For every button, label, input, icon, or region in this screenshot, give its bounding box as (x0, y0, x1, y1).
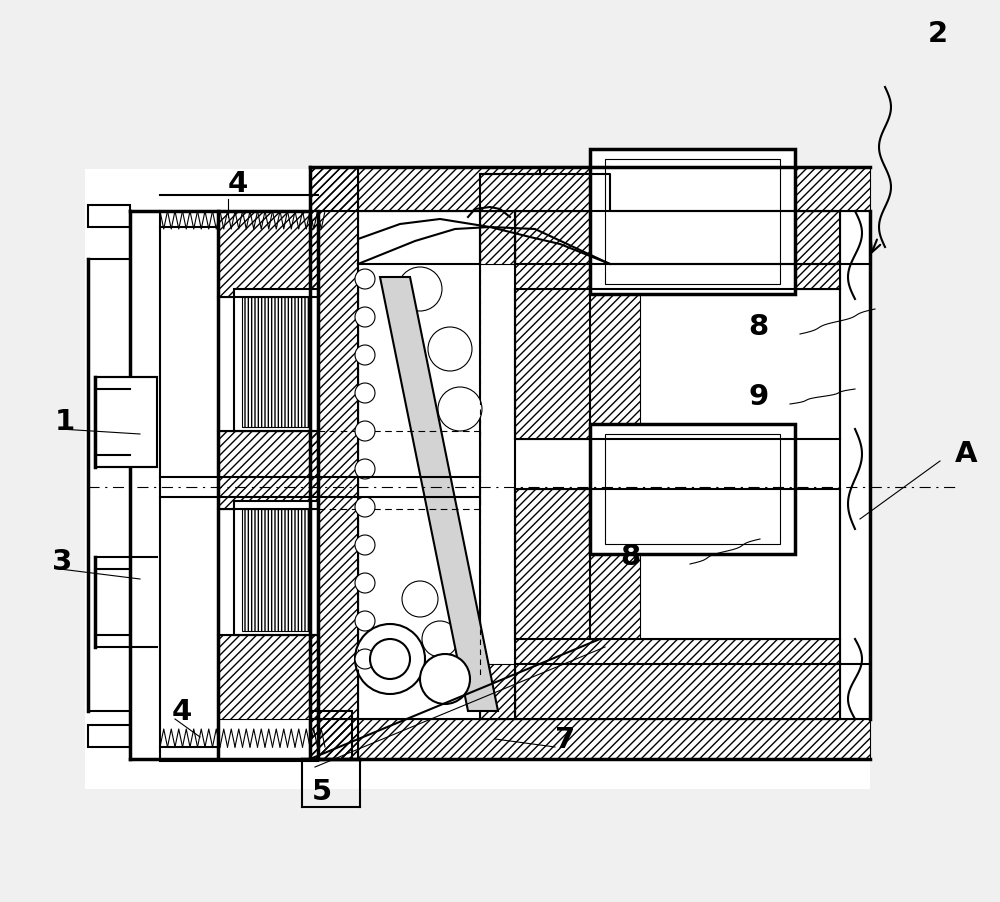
FancyBboxPatch shape (95, 378, 157, 467)
Bar (590, 150, 795, 295)
Bar (88, 206, 130, 227)
Bar (85, 170, 870, 789)
Bar (242, 510, 310, 631)
Text: 4: 4 (228, 170, 248, 198)
Text: 1: 1 (55, 408, 75, 436)
Circle shape (355, 624, 425, 695)
Circle shape (355, 383, 375, 403)
Circle shape (355, 308, 375, 327)
Circle shape (355, 345, 375, 365)
Bar (310, 711, 352, 759)
Circle shape (355, 536, 375, 556)
Circle shape (355, 649, 375, 669)
Bar (590, 425, 795, 555)
Circle shape (355, 497, 375, 518)
Text: A: A (955, 439, 978, 467)
Bar (242, 298, 310, 428)
Text: 2: 2 (928, 20, 948, 48)
Text: 4: 4 (172, 697, 192, 725)
Text: 5: 5 (312, 778, 332, 805)
Circle shape (420, 654, 470, 704)
Text: 9: 9 (748, 382, 768, 410)
Circle shape (355, 270, 375, 290)
Text: 7: 7 (555, 725, 575, 753)
Bar (234, 290, 318, 431)
Circle shape (370, 640, 410, 679)
Circle shape (355, 612, 375, 631)
Circle shape (355, 421, 375, 441)
Bar (605, 160, 780, 285)
Circle shape (355, 459, 375, 480)
Bar (234, 502, 318, 635)
Circle shape (438, 388, 482, 431)
Text: 8: 8 (620, 542, 640, 570)
Bar (88, 725, 130, 747)
Text: 3: 3 (52, 548, 72, 575)
Bar (605, 435, 780, 545)
Circle shape (422, 621, 458, 658)
Polygon shape (380, 278, 498, 711)
Circle shape (398, 268, 442, 312)
Circle shape (428, 327, 472, 372)
Circle shape (355, 574, 375, 594)
Circle shape (402, 582, 438, 617)
Text: 8: 8 (748, 313, 768, 341)
